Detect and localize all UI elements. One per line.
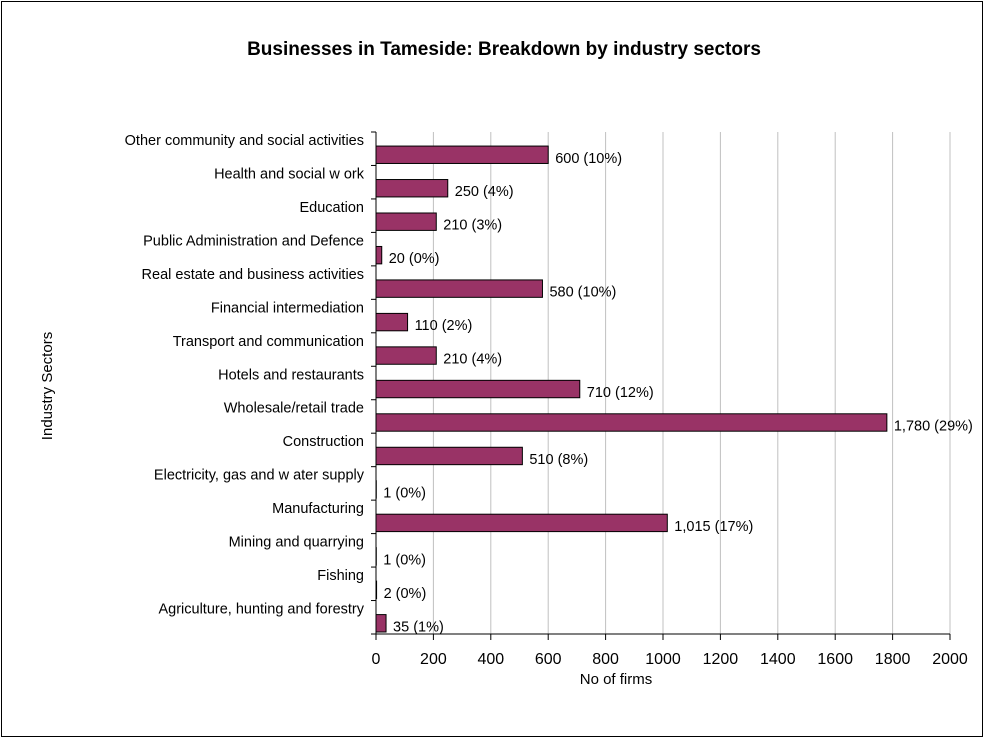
x-tick-label: 2000 (932, 651, 968, 668)
chart-title: Businesses in Tameside: Breakdown by ind… (247, 39, 761, 60)
data-label: 110 (2%) (415, 318, 473, 334)
bar (375, 614, 387, 633)
category-label: Fishing (317, 568, 364, 584)
data-label: 210 (3%) (443, 218, 502, 234)
x-tick-label: 600 (535, 651, 562, 668)
category-label: Electricity, gas and w ater supply (154, 468, 365, 484)
category-label: Real estate and business activities (142, 267, 364, 283)
category-label: Construction (283, 434, 364, 450)
bar (375, 312, 409, 332)
x-tick-label: 1000 (645, 651, 681, 668)
data-label: 1,780 (29%) (894, 418, 973, 434)
category-label: Agriculture, hunting and forestry (158, 602, 364, 618)
bar (375, 413, 888, 432)
bar (375, 179, 449, 198)
gridlines (432, 132, 951, 634)
data-label: 210 (4%) (443, 352, 502, 368)
x-tick-label: 400 (477, 651, 504, 668)
x-tick-label: 0 (372, 651, 381, 668)
bar (375, 212, 437, 231)
category-label: Education (300, 200, 365, 216)
bar (375, 513, 668, 533)
category-label: Public Administration and Defence (143, 233, 364, 249)
axes (371, 131, 951, 640)
x-tick-label: 1400 (760, 651, 796, 668)
x-axis-title: No of firms (580, 671, 653, 688)
data-labels: 35 (1%) 2 (0%) 1 (0%) 1,015 (17%) 1 (0%) 510 … (383, 151, 973, 636)
bar (375, 279, 543, 298)
data-label: 1 (0%) (383, 485, 426, 501)
category-label: Transport and communication (173, 334, 364, 350)
data-label: 580 (10%) (549, 285, 616, 301)
category-label: Hotels and restaurants (218, 367, 364, 383)
data-label: 710 (12%) (587, 385, 654, 401)
x-tick-label: 200 (420, 651, 447, 668)
x-tick-label: 800 (592, 651, 619, 668)
data-label: 35 (1%) (393, 619, 444, 635)
x-tick-label: 1600 (817, 651, 853, 668)
category-label: Mining and quarrying (229, 535, 364, 551)
data-label: 600 (10%) (555, 151, 622, 167)
bar (375, 346, 437, 365)
data-label: 20 (0%) (389, 251, 440, 267)
bar (375, 446, 523, 466)
category-label: Other community and social activities (125, 133, 364, 149)
data-label: 2 (0%) (384, 586, 427, 602)
data-label: 1 (0%) (383, 552, 426, 568)
bar (375, 379, 581, 399)
category-labels: Agriculture, hunting and forestry Fishing… (125, 133, 365, 618)
x-tick-label: 1200 (703, 651, 739, 668)
category-label: Wholesale/retail trade (224, 401, 364, 417)
x-tick-labels: 0 200 400 600 800 1000 1200 1400 1600 1800 2000 (372, 651, 968, 668)
data-label: 1,015 (17%) (674, 519, 753, 535)
data-label: 510 (8%) (529, 452, 588, 468)
category-label: Health and social w ork (214, 166, 365, 182)
x-tick-label: 1800 (875, 651, 911, 668)
data-label: 250 (4%) (455, 184, 514, 200)
bar (375, 145, 549, 164)
category-label: Financial intermediation (211, 300, 364, 316)
bar (375, 245, 383, 265)
category-label: Manufacturing (272, 501, 364, 517)
y-axis-title: Industry Sectors (39, 332, 56, 440)
